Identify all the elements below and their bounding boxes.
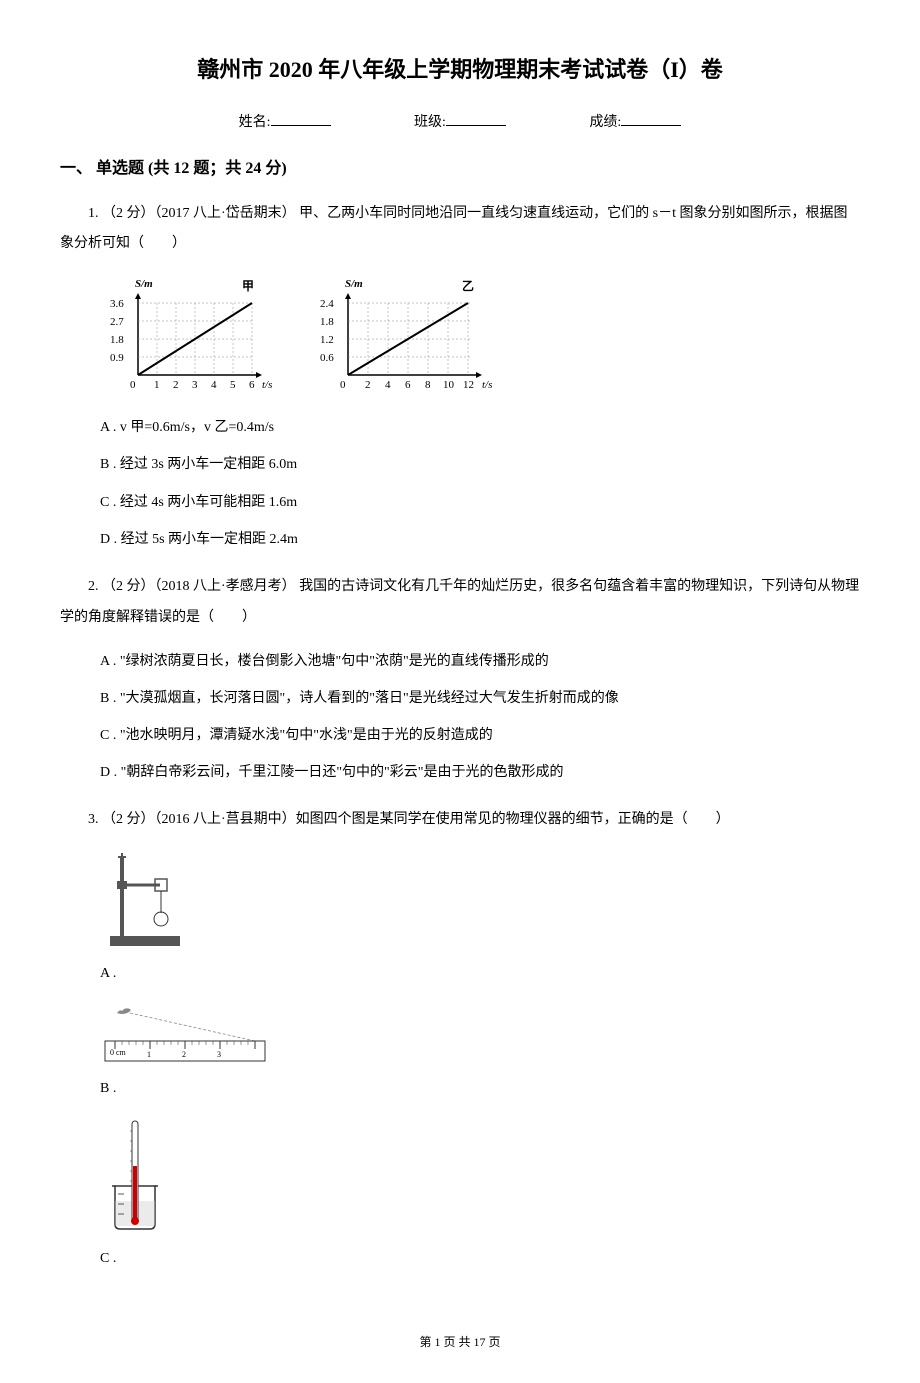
stand-pole bbox=[120, 856, 124, 941]
chart2-ylabel: S/m bbox=[345, 278, 363, 290]
chart2-xtick-4: 10 bbox=[443, 379, 455, 391]
page-title: 赣州市 2020 年八年级上学期物理期末考试试卷（I）卷 bbox=[60, 50, 860, 90]
chart1-xtick-4: 5 bbox=[230, 379, 236, 391]
chart2-ytick-0: 2.4 bbox=[320, 298, 334, 310]
q2-option-c: C . "池水映明月，潭清疑水浅"句中"水浅"是由于光的反射造成的 bbox=[100, 723, 860, 748]
chart2-ytick-1: 1.8 bbox=[320, 316, 334, 328]
chart1-ytick-1: 2.7 bbox=[110, 316, 124, 328]
chart1-ytick-2: 1.8 bbox=[110, 334, 124, 346]
chart2-xtick-5: 12 bbox=[463, 379, 474, 391]
score-label: 成绩: bbox=[589, 115, 621, 130]
q3-option-c-img bbox=[100, 1116, 860, 1236]
chart2-ytick-3: 0.6 bbox=[320, 352, 334, 364]
chart-jia: S/m 甲 3.6 2.7 1.8 0.9 bbox=[100, 275, 290, 400]
ruler-tick-2: 2 bbox=[182, 1050, 186, 1059]
chart1-ylabel: S/m bbox=[135, 278, 153, 290]
chart1-xtick-1: 2 bbox=[173, 379, 179, 391]
q3-option-b-img: 0 cm 1 2 3 bbox=[100, 1001, 860, 1066]
q2-option-d: D . "朝辞白帝彩云间，千里江陵一日还"句中的"彩云"是由于光的色散形成的 bbox=[100, 760, 860, 785]
ruler-zero: 0 cm bbox=[110, 1048, 127, 1057]
q3-option-a-label: A . bbox=[100, 961, 116, 986]
pendulum-bob bbox=[154, 912, 168, 926]
chart1-xtick-0: 1 bbox=[154, 379, 160, 391]
chart1-xtick-2: 3 bbox=[192, 379, 198, 391]
chart1-xtick-5: 6 bbox=[249, 379, 255, 391]
chart2-xlabel: t/s bbox=[482, 379, 492, 391]
chart1-xlabel: t/s bbox=[262, 379, 272, 391]
class-label: 班级: bbox=[414, 115, 446, 130]
q3-option-b-label: B . bbox=[100, 1076, 116, 1101]
chart1-ytick-0: 3.6 bbox=[110, 298, 124, 310]
q1-option-a: A . v 甲=0.6m/s，v 乙=0.4m/s bbox=[100, 415, 860, 440]
q2-option-b: B . "大漠孤烟直，长河落日圆"，诗人看到的"落日"是光线经过大气发生折射而成… bbox=[100, 686, 860, 711]
chart1-ytick-3: 0.9 bbox=[110, 352, 124, 364]
chart2-line-label: 乙 bbox=[462, 279, 474, 293]
sight-line bbox=[130, 1013, 255, 1041]
chart-yi: S/m 乙 2.4 1.8 1.2 0.6 bbox=[310, 275, 510, 400]
name-blank bbox=[271, 110, 331, 126]
section-header: 一、 单选题 (共 12 题；共 24 分) bbox=[60, 155, 860, 184]
q2-options: A . "绿树浓荫夏日长，楼台倒影入池塘"句中"浓荫"是光的直线传播形成的 B … bbox=[100, 649, 860, 786]
question-2-text: 2. （2 分）（2018 八上·孝感月考） 我国的古诗词文化有几千年的灿烂历史… bbox=[60, 572, 860, 634]
name-label: 姓名: bbox=[239, 115, 271, 130]
chart2-xtick-1: 4 bbox=[385, 379, 391, 391]
page-footer: 第 1 页 共 17 页 bbox=[60, 1332, 860, 1354]
q1-option-c: C . 经过 4s 两小车可能相距 1.6m bbox=[100, 490, 860, 515]
chart1-line-label: 甲 bbox=[242, 279, 254, 293]
q1-option-d: D . 经过 5s 两小车一定相距 2.4m bbox=[100, 527, 860, 552]
q1-option-b: B . 经过 3s 两小车一定相距 6.0m bbox=[100, 452, 860, 477]
class-blank bbox=[446, 110, 506, 126]
q3-option-a-img bbox=[100, 851, 860, 951]
ruler-tick-3: 3 bbox=[217, 1050, 221, 1059]
score-blank bbox=[621, 110, 681, 126]
chart2-ytick-2: 1.2 bbox=[320, 334, 334, 346]
thermometer-bulb bbox=[131, 1217, 139, 1225]
pencil-tip-icon bbox=[117, 1009, 131, 1015]
thermometer-liquid bbox=[133, 1166, 137, 1218]
chart2-origin: 0 bbox=[340, 379, 346, 391]
chart1-origin: 0 bbox=[130, 379, 136, 391]
q2-option-a: A . "绿树浓荫夏日长，楼台倒影入池塘"句中"浓荫"是光的直线传播形成的 bbox=[100, 649, 860, 674]
q1-charts: S/m 甲 3.6 2.7 1.8 0.9 bbox=[100, 275, 860, 400]
student-info-row: 姓名: 班级: 成绩: bbox=[60, 110, 860, 135]
ruler-tick-1: 1 bbox=[147, 1050, 151, 1059]
chart2-xtick-0: 2 bbox=[365, 379, 371, 391]
q1-options: A . v 甲=0.6m/s，v 乙=0.4m/s B . 经过 3s 两小车一… bbox=[100, 415, 860, 552]
chart1-xtick-3: 4 bbox=[211, 379, 217, 391]
question-3: 3. （2 分）（2016 八上·莒县期中）如图四个图是某同学在使用常见的物理仪… bbox=[60, 805, 860, 836]
question-1-text: 1. （2 分）（2017 八上·岱岳期末） 甲、乙两小车同时同地沿同一直线匀速… bbox=[60, 199, 860, 261]
chart2-xtick-2: 6 bbox=[405, 379, 411, 391]
q3-option-c-label: C . bbox=[100, 1246, 116, 1271]
question-1: 1. （2 分）（2017 八上·岱岳期末） 甲、乙两小车同时同地沿同一直线匀速… bbox=[60, 199, 860, 261]
question-2: 2. （2 分）（2018 八上·孝感月考） 我国的古诗词文化有几千年的灿烂历史… bbox=[60, 572, 860, 634]
question-3-text: 3. （2 分）（2016 八上·莒县期中）如图四个图是某同学在使用常见的物理仪… bbox=[60, 805, 860, 836]
stand-clamp bbox=[117, 881, 127, 889]
chart2-xtick-3: 8 bbox=[425, 379, 431, 391]
